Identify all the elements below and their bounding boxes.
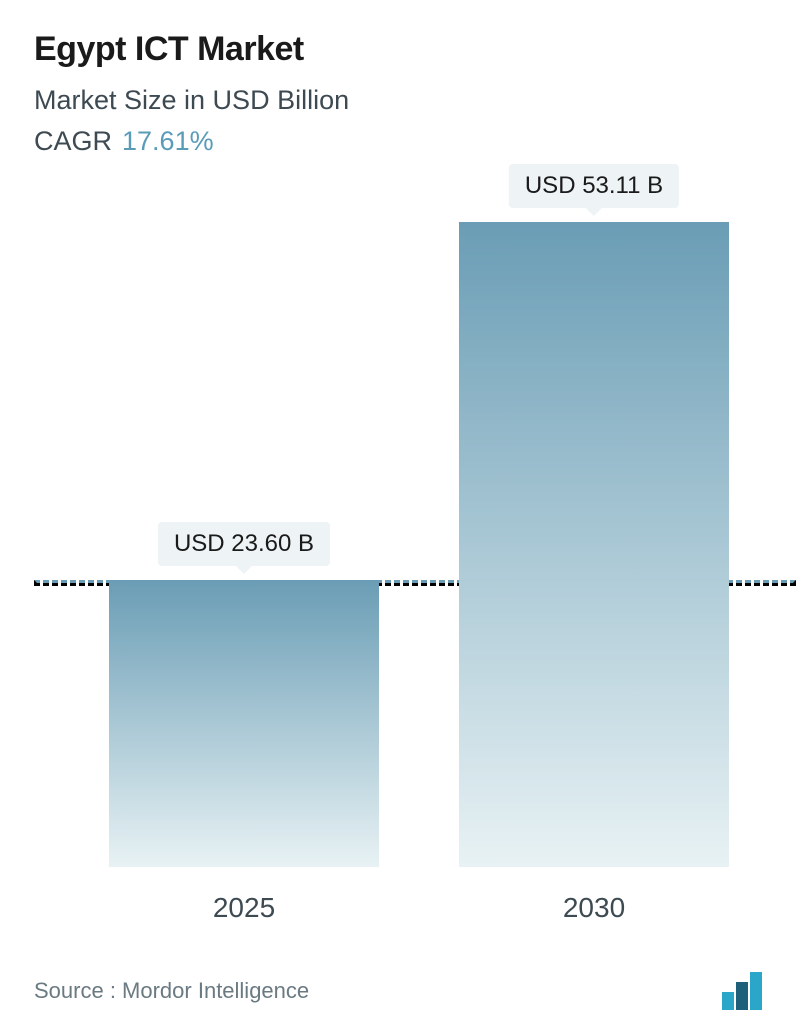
logo-bar [722,992,734,1010]
source-text: Source : Mordor Intelligence [34,978,309,1004]
chart-footer: Source : Mordor Intelligence [34,972,762,1010]
chart-plot: USD 23.60 BUSD 53.11 B [34,187,796,867]
x-label-2030: 2030 [563,892,625,924]
chart-title: Egypt ICT Market [34,30,762,69]
cagr-row: CAGR 17.61% [34,126,762,157]
x-axis: 2025 2030 [34,892,762,932]
bar-label-2030: USD 53.11 B [509,164,679,208]
cagr-value: 17.61% [122,126,214,156]
brand-logo-icon [722,972,762,1010]
chart-container: Egypt ICT Market Market Size in USD Bill… [0,0,796,1034]
chart-area: USD 23.60 BUSD 53.11 B 20252030 [34,187,762,962]
cagr-label: CAGR [34,126,112,156]
bar-2030 [459,222,729,867]
chart-subtitle: Market Size in USD Billion [34,85,762,116]
logo-bar [736,982,748,1010]
x-label-2025: 2025 [213,892,275,924]
logo-bar [750,972,762,1010]
bar-label-2025: USD 23.60 B [158,522,330,566]
bar-2025 [109,580,379,867]
